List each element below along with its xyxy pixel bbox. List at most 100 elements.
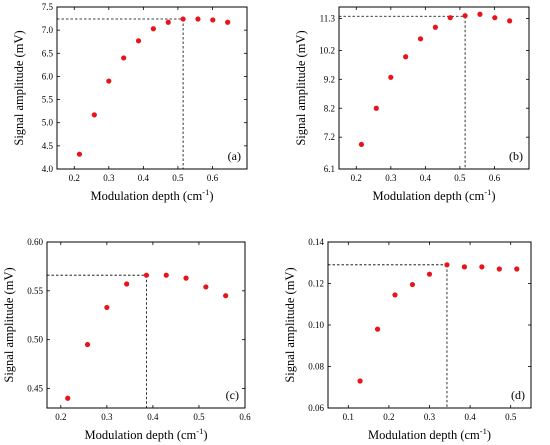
panel-label: (d) [511,388,525,402]
x-axis-label: Modulation depth (cm-1) [90,187,213,203]
data-point [514,266,520,272]
y-axis-label: Signal amplitude (mV) [283,267,297,382]
x-tick-label: 0.1 [343,412,354,422]
data-point [461,264,468,270]
x-tick-label: 0.2 [351,173,362,183]
data-point [409,281,416,288]
plot-frame [338,6,530,170]
x-axis-label-text: Modulation depth (cm [368,428,480,442]
x-tick-label: 0.2 [69,173,80,183]
y-tick-label: 0.08 [308,362,324,372]
data-point [373,105,379,111]
data-point [180,16,186,22]
x-tick-label: 0.5 [172,173,184,183]
x-axis-label: Modulation depth (cm-1) [368,426,491,442]
y-tick-label: 0.45 [27,383,43,393]
x-axis-label-end: ) [209,189,213,203]
data-point [426,271,433,277]
data-point [432,24,438,30]
data-point [135,38,142,44]
x-tick-label: 0.4 [420,173,432,183]
panel-a: 0.2 0.3 0.4 0.5 0.6 4.0 4.5 5.0 5.5 6.0 6.5 7.0 7.5 (… [12,2,248,203]
data-point [477,11,483,17]
data-point [444,262,450,268]
data-point [223,293,229,299]
y-tick-label: 0.10 [308,320,324,330]
data-point [358,141,365,148]
x-tick-label: 0.3 [385,173,397,183]
data-point [210,17,216,23]
data-point [195,16,201,22]
y-axis-label: Signal amplitude (mV) [294,30,308,145]
x-tick-label: 0.5 [193,412,205,422]
y-tick-label: 7.2 [324,132,335,142]
y-tick-label: 5.0 [42,118,54,128]
data-point [163,272,169,278]
y-tick-label: 11.3 [320,14,336,24]
y-tick-label: 0.50 [27,335,43,345]
x-axis-label-end: ) [491,189,495,203]
data-point [91,112,97,118]
data-point [392,292,398,298]
data-point [403,54,409,60]
data-point [479,264,485,270]
data-point [492,15,498,21]
y-tick-label: 7.5 [42,2,54,12]
y-tick-label: 4.5 [42,141,54,151]
data-point [121,55,127,61]
x-axis-label: Modulation depth (cm-1) [372,187,495,203]
y-tick-label: 6.5 [42,48,54,58]
data-point [447,15,453,21]
x-axis-label-text: Modulation depth (cm [84,428,196,442]
y-tick-label: 6.1 [324,164,335,174]
x-tick-label: 0.6 [239,412,251,422]
panel-c: 0.2 0.3 0.4 0.5 0.6 0.45 0.50 0.55 0.60 (c) Modula… [2,237,251,442]
x-axis-label: Modulation depth (cm-1) [84,426,207,442]
data-point [183,275,189,281]
data-point [496,266,502,272]
data-point [76,151,83,157]
data-point [203,284,209,290]
y-tick-label: 6.0 [42,71,54,81]
data-point [462,13,468,19]
data-point [106,78,112,84]
y-tick-label: 7.0 [42,25,54,35]
x-tick-label: 0.6 [207,173,219,183]
y-axis-label: Signal amplitude (mV) [2,267,16,382]
data-point [150,26,156,32]
data-point [417,36,424,42]
x-axis-label-superscript: -1 [196,426,203,436]
data-point [165,19,171,25]
x-axis-label-end: ) [203,428,207,442]
y-tick-label: 0.14 [308,237,324,247]
x-tick-label: 0.3 [424,412,436,422]
x-tick-label: 0.4 [138,173,150,183]
data-point [104,304,110,311]
y-tick-label: 10.2 [319,45,335,55]
plot-frame [56,6,248,170]
y-tick-label: 0.60 [27,237,43,247]
x-tick-label: 0.3 [101,412,113,422]
y-tick-label: 0.06 [308,403,324,413]
y-tick-label: 9.2 [324,74,335,84]
x-tick-label: 0.4 [147,412,159,422]
data-point [124,281,130,287]
panel-label: (c) [226,388,239,402]
x-axis-label-text: Modulation depth (cm [372,189,484,203]
x-tick-label: 0.2 [383,412,394,422]
data-point [374,326,381,332]
data-point [357,378,363,384]
x-axis-label-text: Modulation depth (cm [90,189,202,203]
x-tick-label: 0.5 [505,412,517,422]
data-point [84,341,91,348]
data-point [507,18,513,24]
x-tick-label: 0.5 [454,173,466,183]
panel-label: (b) [509,149,523,163]
data-point [143,272,150,278]
x-axis-label-superscript: -1 [480,426,487,436]
y-tick-label: 5.5 [42,95,54,105]
y-tick-label: 0.12 [308,279,324,289]
panel-b: 0.2 0.3 0.4 0.5 0.6 6.1 7.2 8.2 9.2 10.2 11.3 (b) Mo… [294,6,530,203]
plot-frame [46,241,246,409]
